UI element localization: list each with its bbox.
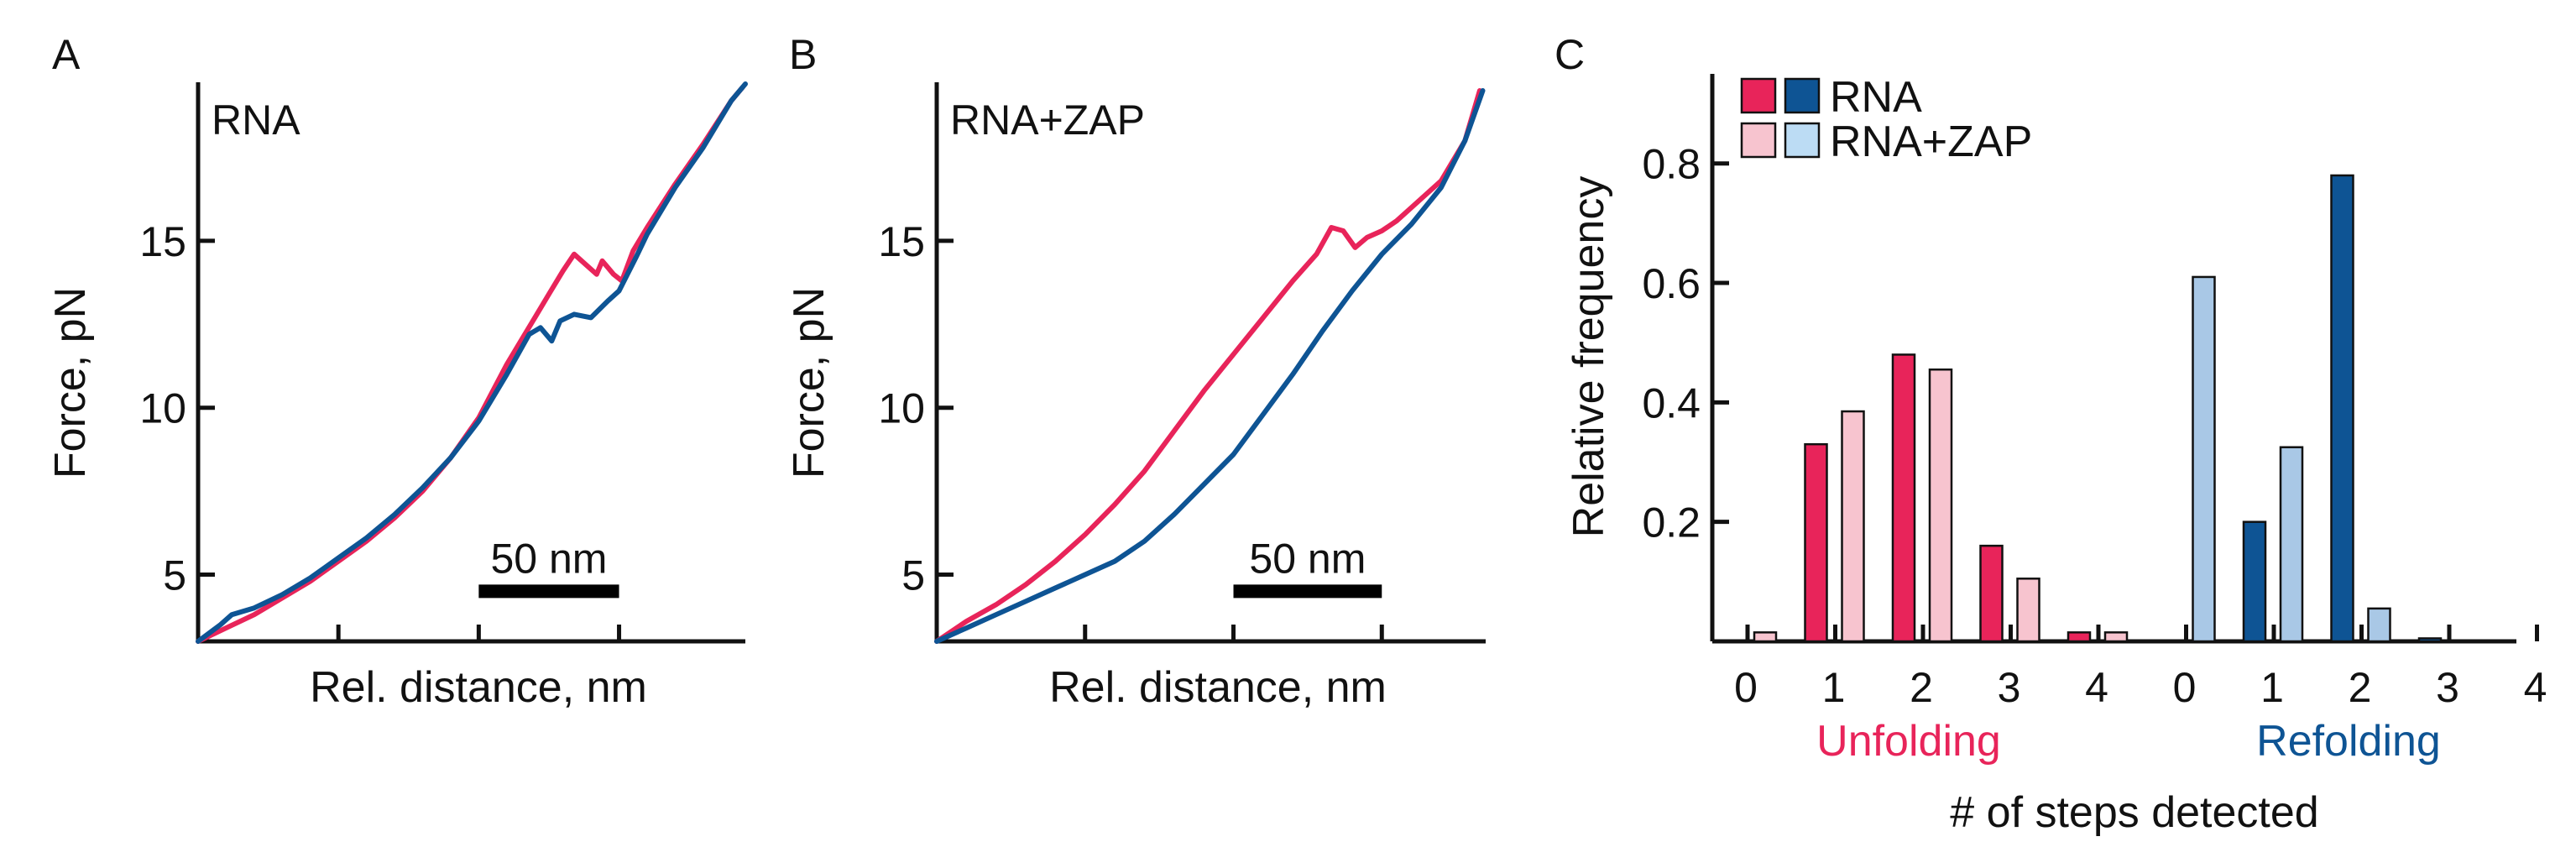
panel-c-x-tick-label: 2 — [2349, 664, 2372, 711]
panel-c-x-tick-label: 0 — [1734, 664, 1758, 711]
panel-a-force-extension: A RNA 5 10 15 50 nm Rel. distance, nm Forc… — [46, 31, 748, 712]
bar-unfolding-rna-zap-3 — [2016, 578, 2040, 643]
group-label-unfolding: Unfolding — [1816, 717, 2001, 766]
panel-b-y-tick-label: 15 — [878, 218, 925, 265]
group-label-refolding: Refolding — [2256, 717, 2441, 766]
panel-c-y-tick-label: 0.4 — [1642, 379, 1701, 426]
panel-b-letter: B — [789, 31, 817, 78]
panel-b-unfolding-curve — [934, 88, 1482, 644]
panel-a-curves — [196, 81, 748, 644]
panel-a-y-axis-title: Force, pN — [46, 287, 95, 478]
legend-swatch-zap-unfold — [1740, 122, 1777, 159]
bar-unfolding-rna-4 — [2067, 631, 2092, 643]
panel-c-x-tick-label: 1 — [2260, 664, 2284, 711]
legend-swatch-rna-refold — [1784, 77, 1821, 114]
legend-label-rna-zap: RNA+ZAP — [1830, 118, 2032, 166]
bar-unfolding-rna-zap-1 — [1841, 410, 1865, 643]
panel-b-scale-bar-label: 50 nm — [1249, 535, 1366, 582]
bar-unfolding-rna-3 — [1979, 544, 2004, 643]
panel-c-y-tick-label: 0.6 — [1642, 260, 1701, 307]
panel-a-letter: A — [52, 31, 81, 78]
panel-a-refolding-curve — [196, 81, 748, 644]
panel-c-x-tick-label: 4 — [2524, 664, 2547, 711]
panel-a-scale-bar-label: 50 nm — [490, 535, 607, 582]
panel-b-y-tick-label: 10 — [878, 385, 925, 432]
panel-b-refolding-curve — [934, 88, 1486, 644]
panel-b-scale-bar: 50 nm — [1233, 535, 1382, 599]
panel-b-curves — [934, 88, 1486, 644]
bar-unfolding-rna-zap-2 — [1928, 368, 1953, 643]
bar-refolding-rna-3 — [2417, 637, 2443, 643]
panel-a-axes: 5 10 15 — [139, 82, 745, 644]
panel-c-legend: RNA RNA+ZAP — [1740, 73, 2032, 166]
panel-c-axes: 0.2 0.4 0.6 0.8 0 1 2 3 4 0 1 2 3 4 — [1642, 74, 2547, 711]
panel-c-bars — [1753, 174, 2443, 643]
panel-a-y-tick-label: 10 — [139, 385, 186, 432]
bar-unfolding-rna-1 — [1804, 442, 1828, 643]
panel-c-x-tick-label: 3 — [2436, 664, 2459, 711]
panel-a-scale-bar: 50 nm — [478, 535, 619, 599]
bar-unfolding-rna-2 — [1891, 353, 1916, 643]
panel-c-x-tick-label: 1 — [1822, 664, 1846, 711]
panel-c-step-histogram: C 0.2 0.4 0.6 0.8 0 1 2 3 4 0 1 2 3 4 RNA RNA+ZAP Unf… — [1554, 31, 2547, 837]
panel-a-unfolding-curve — [196, 85, 745, 644]
panel-c-x-axis-title: # of steps detected — [1950, 788, 2318, 837]
panel-c-letter: C — [1554, 31, 1585, 78]
legend-swatch-zap-refold — [1784, 122, 1821, 159]
panel-c-x-tick-label: 4 — [2085, 664, 2108, 711]
panel-c-x-tick-label: 3 — [1998, 664, 2021, 711]
panel-b-axes: 5 10 15 — [878, 82, 1486, 644]
panel-b-inset-label: RNA+ZAP — [950, 97, 1145, 144]
panel-c-y-tick-label: 0.8 — [1642, 141, 1701, 188]
panel-c-y-tick-label: 0.2 — [1642, 499, 1701, 546]
bar-refolding-rna-2 — [2330, 174, 2354, 643]
panel-c-x-tick-label: 0 — [2173, 664, 2197, 711]
panel-c-y-axis-title: Relative frequency — [1565, 176, 1613, 538]
panel-a-x-axis-title: Rel. distance, nm — [310, 663, 647, 712]
panel-a-inset-label: RNA — [212, 97, 300, 144]
panel-c-x-tick-label: 2 — [1910, 664, 1933, 711]
panel-a-y-tick-label: 5 — [163, 552, 186, 599]
panel-a-y-tick-label: 15 — [139, 218, 186, 265]
panel-b-x-axis-title: Rel. distance, nm — [1049, 663, 1387, 712]
bar-refolding-rna-zap-0 — [2192, 275, 2216, 643]
bar-refolding-rna-zap-1 — [2279, 446, 2304, 643]
bar-unfolding-rna-zap-4 — [2103, 631, 2129, 643]
bar-refolding-rna-1 — [2242, 520, 2267, 643]
legend-label-rna: RNA — [1830, 73, 1922, 122]
bar-unfolding-rna-zap-0 — [1753, 631, 1778, 643]
bar-refolding-rna-zap-2 — [2367, 607, 2391, 643]
panel-b-y-axis-title: Force, pN — [785, 287, 833, 478]
panel-b-y-tick-label: 5 — [901, 552, 925, 599]
legend-swatch-rna-unfold — [1740, 77, 1777, 114]
